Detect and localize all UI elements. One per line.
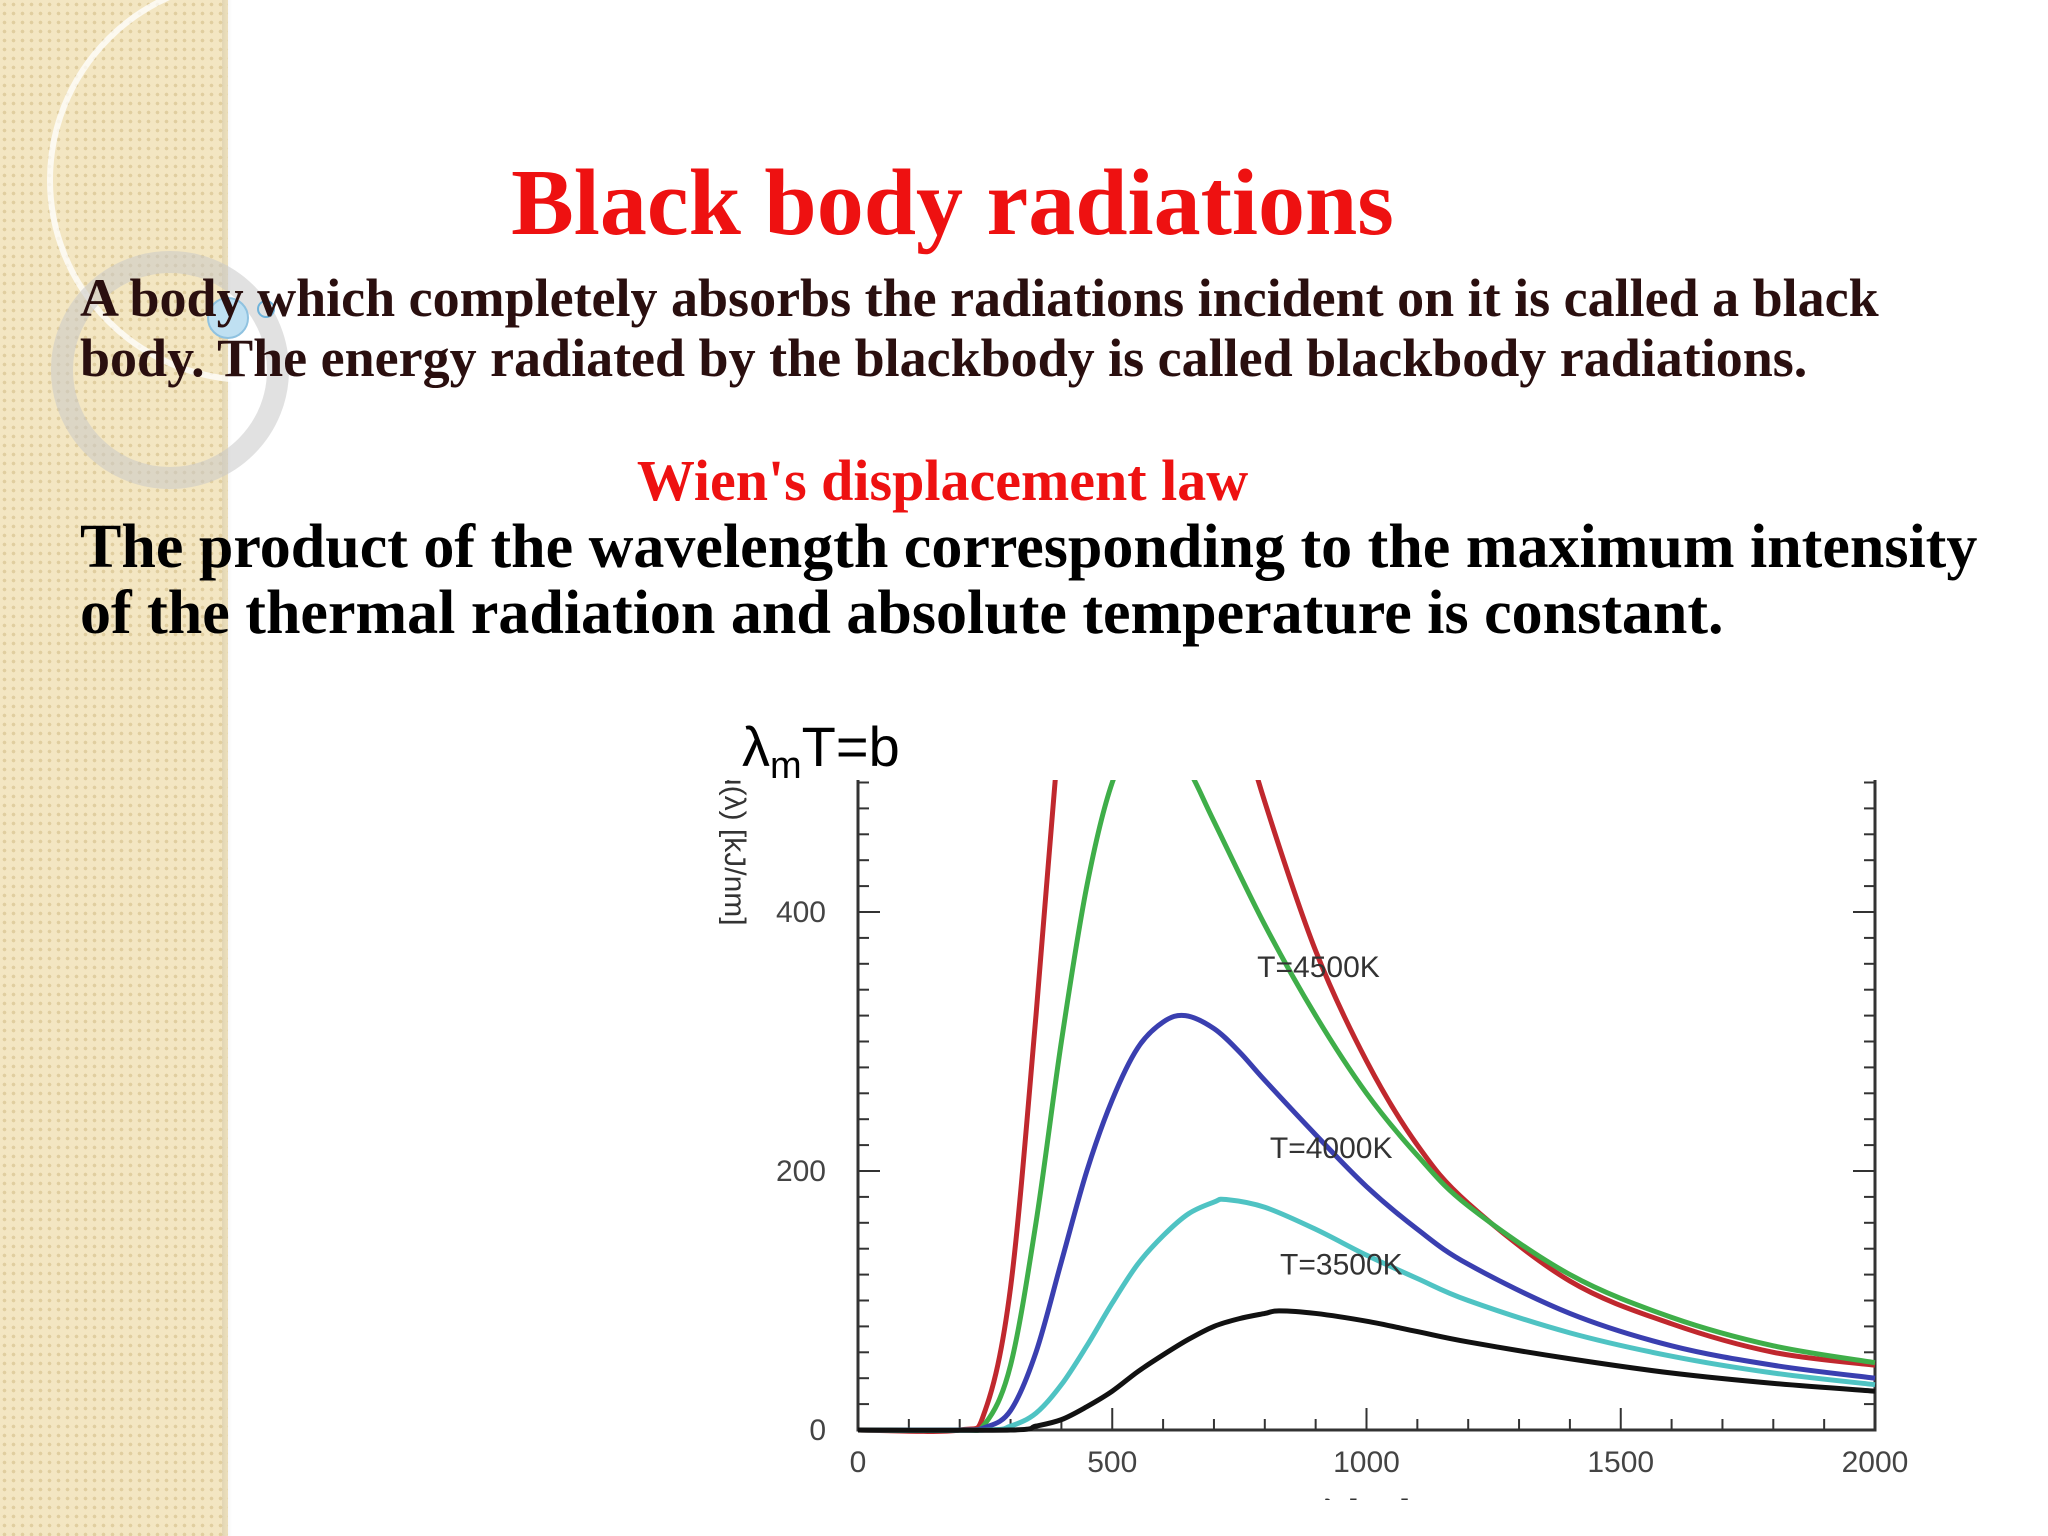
x-axis-label: λ [nm] xyxy=(1323,1493,1410,1500)
x-tick-label: 2000 xyxy=(1842,1446,1909,1479)
x-tick-label: 500 xyxy=(1087,1446,1137,1479)
slide-subtitle: Wien's displacement law xyxy=(636,448,1249,513)
y-tick-label: 400 xyxy=(776,896,826,929)
series-line-t-3500k xyxy=(857,1308,1876,1433)
curve-label: T=4000K xyxy=(1270,1132,1393,1165)
law-paragraph: The product of the wavelength correspond… xyxy=(80,513,1978,647)
y-tick-label: 0 xyxy=(809,1414,826,1447)
definition-paragraph: A body which completely absorbs the radi… xyxy=(80,268,1879,388)
formula-rhs: T=b xyxy=(801,715,900,778)
series-line-t-5000k xyxy=(857,780,1876,1433)
side-panel-shadow xyxy=(222,0,232,1536)
slide-title: Black body radiations xyxy=(511,151,1394,255)
wien-formula: λmT=b xyxy=(742,712,900,801)
formula-lambda: λ xyxy=(742,715,770,778)
curve-label: T=4500K xyxy=(1257,951,1380,984)
series-line-t-4000k xyxy=(857,1196,1876,1433)
y-axis-label: u(λ) [kJ/nm] xyxy=(718,780,751,926)
formula-subscript: m xyxy=(770,745,802,787)
series-line-t-4500k xyxy=(857,1012,1876,1433)
x-tick-label: 0 xyxy=(850,1446,867,1479)
x-tick-label: 1000 xyxy=(1333,1446,1400,1479)
x-tick-label: 1500 xyxy=(1587,1446,1654,1479)
y-tick-label: 200 xyxy=(776,1155,826,1188)
curve-label: T=3500K xyxy=(1280,1249,1403,1282)
blackbody-chart: 05001000150020000200400600800λ [nm]u(λ) … xyxy=(718,780,1909,1500)
